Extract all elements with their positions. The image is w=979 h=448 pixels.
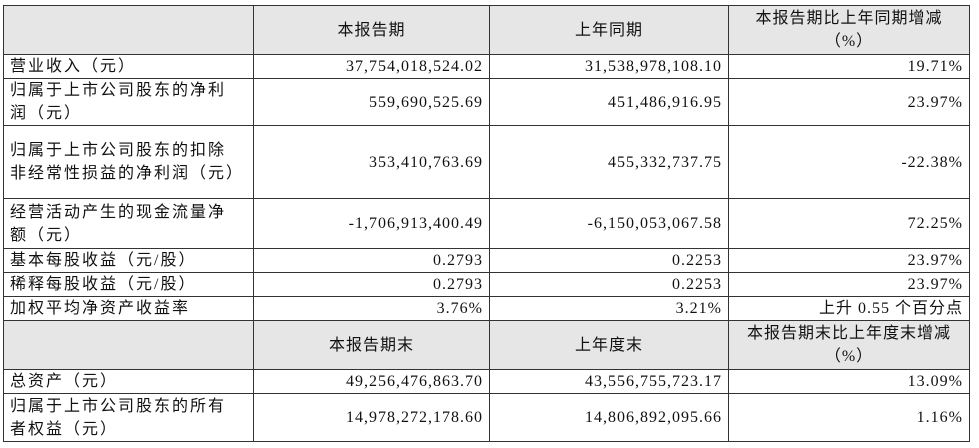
row-label: 加权平均净资产收益率 — [3, 296, 254, 321]
value-cell: -22.38% — [728, 125, 970, 199]
header-cell: 上年同期 — [489, 5, 729, 55]
row-label: 归属于上市公司股东的所有者权益（元） — [3, 393, 254, 442]
value-cell: 3.76% — [253, 296, 490, 321]
value-cell: 23.97% — [728, 248, 970, 273]
value-cell: 49,256,476,863.70 — [253, 369, 490, 394]
financial-table: 本报告期 上年同期 本报告期比上年同期增减（%） 营业收入（元） 37,754,018,… — [3, 5, 970, 442]
value-cell: 37,754,018,524.02 — [253, 54, 490, 79]
value-cell: 43,556,755,723.17 — [489, 369, 729, 394]
data-row: 基本每股收益（元/股） 0.2793 0.2253 23.97% — [3, 248, 970, 273]
header-cell: 本报告期 — [253, 5, 490, 55]
value-cell: 14,978,272,178.60 — [253, 393, 490, 442]
value-cell: -1,706,913,400.49 — [253, 198, 490, 249]
value-cell: 0.2793 — [253, 272, 490, 297]
header-cell: 本报告期末比上年度末增减（%） — [728, 320, 970, 370]
data-row: 归属于上市公司股东的扣除非经常性损益的净利润（元） 353,410,763.69 4… — [3, 125, 970, 199]
data-row: 经营活动产生的现金流量净额（元） -1,706,913,400.49 -6,150,… — [3, 198, 970, 249]
header-cell — [3, 5, 254, 55]
value-cell: 19.71% — [728, 54, 970, 79]
row-label: 稀释每股收益（元/股） — [3, 272, 254, 297]
row-label: 经营活动产生的现金流量净额（元） — [3, 198, 254, 249]
value-cell: 559,690,525.69 — [253, 78, 490, 126]
row-label: 营业收入（元） — [3, 54, 254, 79]
value-cell: 13.09% — [728, 369, 970, 394]
row-label: 归属于上市公司股东的扣除非经常性损益的净利润（元） — [3, 125, 254, 199]
header-cell: 上年度末 — [489, 320, 729, 370]
data-row: 归属于上市公司股东的所有者权益（元） 14,978,272,178.60 14,80… — [3, 393, 970, 442]
value-cell: -6,150,053,067.58 — [489, 198, 729, 249]
value-cell: 3.21% — [489, 296, 729, 321]
value-cell: 14,806,892,095.66 — [489, 393, 729, 442]
value-cell: 72.25% — [728, 198, 970, 249]
value-cell: 1.16% — [728, 393, 970, 442]
data-row: 归属于上市公司股东的净利润（元） 559,690,525.69 451,486,91… — [3, 78, 970, 126]
table-body: 本报告期 上年同期 本报告期比上年同期增减（%） 营业收入（元） 37,754,018,… — [3, 5, 970, 442]
header-cell — [3, 320, 254, 370]
row-label: 总资产（元） — [3, 369, 254, 394]
value-cell: 31,538,978,108.10 — [489, 54, 729, 79]
header-cell: 本报告期末 — [253, 320, 490, 370]
data-row: 营业收入（元） 37,754,018,524.02 31,538,978,108.1… — [3, 54, 970, 79]
data-row: 稀释每股收益（元/股） 0.2793 0.2253 23.97% — [3, 272, 970, 297]
value-cell: 455,332,737.75 — [489, 125, 729, 199]
data-row: 总资产（元） 49,256,476,863.70 43,556,755,723.17… — [3, 369, 970, 394]
value-cell: 353,410,763.69 — [253, 125, 490, 199]
value-cell: 451,486,916.95 — [489, 78, 729, 126]
row-label: 基本每股收益（元/股） — [3, 248, 254, 273]
header-row: 本报告期末 上年度末 本报告期末比上年度末增减（%） — [3, 320, 970, 370]
header-row: 本报告期 上年同期 本报告期比上年同期增减（%） — [3, 5, 970, 55]
value-cell: 0.2253 — [489, 272, 729, 297]
value-cell: 0.2793 — [253, 248, 490, 273]
value-cell: 23.97% — [728, 78, 970, 126]
value-cell: 0.2253 — [489, 248, 729, 273]
data-row: 加权平均净资产收益率 3.76% 3.21% 上升 0.55 个百分点 — [3, 296, 970, 321]
row-label: 归属于上市公司股东的净利润（元） — [3, 78, 254, 126]
value-cell: 23.97% — [728, 272, 970, 297]
header-cell: 本报告期比上年同期增减（%） — [728, 5, 970, 55]
value-cell: 上升 0.55 个百分点 — [728, 296, 970, 321]
